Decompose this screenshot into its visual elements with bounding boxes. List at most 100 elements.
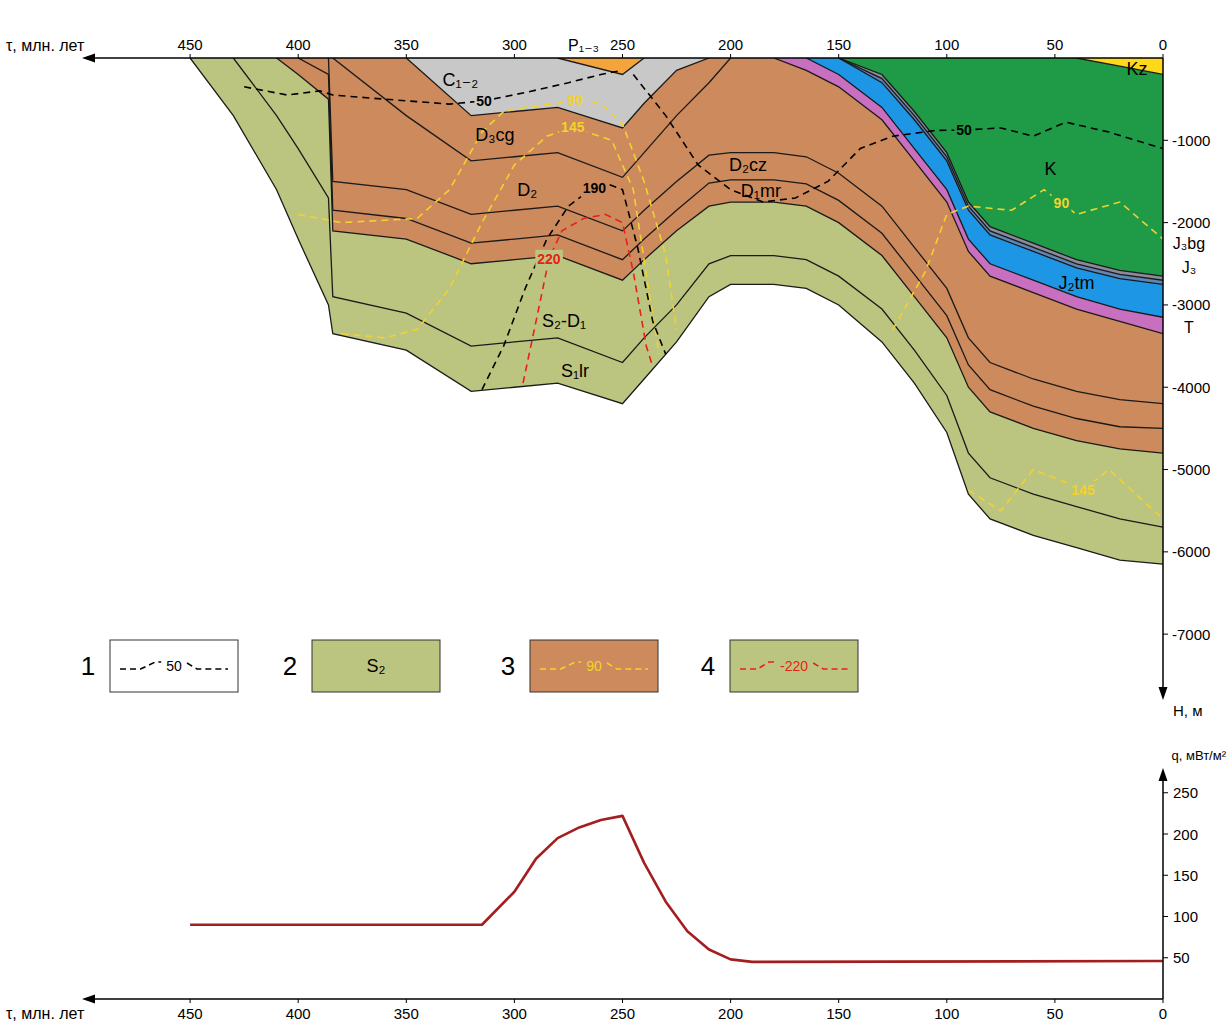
isotherm-label: 145 [1071,482,1095,498]
y-tick-label: -1000 [1172,132,1210,149]
horizon-line [839,58,1163,276]
horizon-line [333,58,731,177]
layer-label: C₁₋₂ [443,70,479,90]
layer-label: P₁₋₃ [568,37,599,54]
x-tick-label: 50 [1047,1005,1064,1022]
x-tick [946,999,947,1003]
y-tick [1163,916,1168,917]
horizon-line [277,58,1163,453]
x-tick-label: 100 [934,1005,959,1022]
layer-fill [333,58,731,177]
x-tick-label: 200 [718,1005,743,1022]
y-tick-label: -3000 [1172,296,1210,313]
layer-fill [298,58,1163,428]
x-tick-label: 450 [178,1005,203,1022]
x-tick [1163,999,1164,1003]
isotherm-label-group: 190 [581,179,609,197]
legend-box [312,640,440,692]
layer-fill [233,58,1163,527]
x-tick [514,54,515,58]
horizon-line [328,58,1163,404]
y-tick [1163,469,1168,470]
y-tick-label: 50 [1173,949,1190,966]
x-axis [92,998,1163,1000]
y-tick-label: -4000 [1172,379,1210,396]
layer-fill [190,58,1163,564]
y-tick [1163,140,1168,141]
y-axis-title: q, мВт/м² [1172,748,1227,763]
x-tick-label: 150 [826,36,851,53]
isotherm-label-group: 50 [954,121,974,139]
horizon-line [774,58,1163,334]
horizon-line [558,58,644,74]
plot-area [190,816,1163,962]
layer-label: T [1184,319,1194,336]
x-tick [622,999,623,1003]
label-patch [559,118,587,136]
horizon-line [806,58,1163,317]
x-tick-label: 150 [826,1005,851,1022]
horizon-line [233,58,1163,527]
y-tick [1163,834,1168,835]
isotherm [633,74,1163,202]
layer-fill [806,58,1163,317]
y-tick-label: -5000 [1172,461,1210,478]
x-tick [1163,54,1164,58]
x-tick-label: 350 [394,1005,419,1022]
isotherm-label: 220 [537,251,561,267]
label-patch [954,121,974,139]
x-tick-label: 100 [934,36,959,53]
x-axis-title: τ, млн. лет [6,37,85,54]
label-patch [535,250,563,268]
horizon-line [406,58,709,128]
y-tick-label: 150 [1173,867,1198,884]
x-tick-label: 300 [502,1005,527,1022]
x-tick [406,999,407,1003]
x-tick [622,54,623,58]
y-tick [1163,634,1168,635]
legend-line [607,663,648,669]
isotherm-label-group: 90 [1052,194,1072,212]
y-tick [1163,304,1168,305]
isotherm-label-group: 50 [474,92,494,110]
horizon-line [839,58,1163,284]
y-tick-label: -6000 [1172,543,1210,560]
y-tick-label: -7000 [1172,626,1210,643]
y-axis [1162,58,1164,690]
legend-number: 3 [501,651,515,681]
x-tick [514,999,515,1003]
x-tick [298,54,299,58]
label-patch [474,92,494,110]
layer-label: S₂-D₁ [542,311,586,331]
y-tick [1163,875,1168,876]
label-patch [1052,194,1072,212]
x-tick [730,999,731,1003]
x-axis-arrow [82,54,95,63]
heat-flow-line [190,816,1163,962]
label-patch [1069,481,1097,499]
y-tick [1163,957,1168,958]
isotherm-label-group: 145 [559,118,587,136]
y-tick-label: 250 [1173,784,1198,801]
legend-line [120,662,161,669]
x-tick-label: 200 [718,36,743,53]
layer-fill [839,58,1163,284]
legend-text: 50 [166,658,182,674]
horizon-line [298,58,1163,428]
x-tick-label: 400 [286,1005,311,1022]
legend-box [730,640,858,692]
x-tick [406,54,407,58]
horizon-line [190,58,1163,564]
x-tick [838,999,839,1003]
isotherm-label: 190 [583,180,607,196]
x-tick-label: 250 [610,1005,635,1022]
isotherm [893,190,1163,330]
layer-label: S₁lr [561,361,589,381]
x-tick [1054,54,1055,58]
y-tick-label: 200 [1173,826,1198,843]
legend-text: 90 [586,658,602,674]
x-axis-arrow [82,995,95,1004]
x-tick-label: 0 [1159,1005,1167,1022]
y-tick [1163,222,1168,223]
isotherm-label-group: 90 [565,91,585,109]
